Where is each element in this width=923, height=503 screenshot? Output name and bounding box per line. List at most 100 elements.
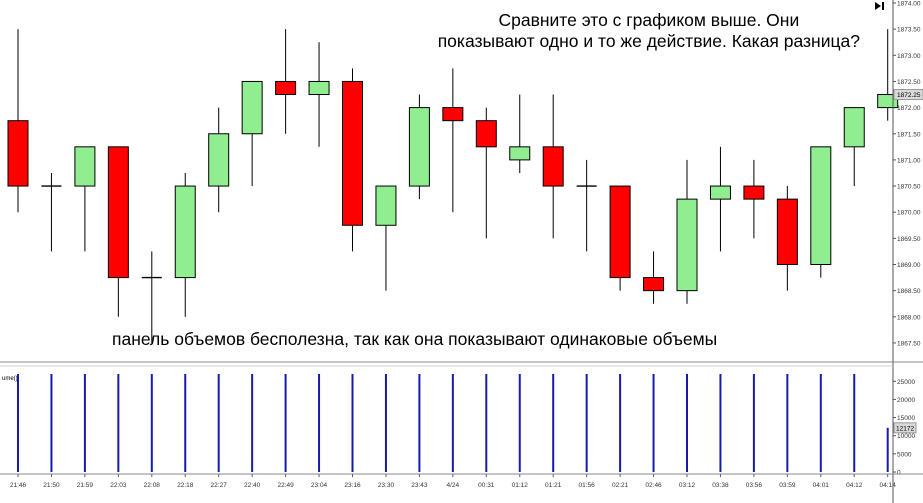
time-tick-label: 01:21 bbox=[545, 482, 562, 489]
candle bbox=[475, 107, 497, 239]
price-tick-label: 1873.50 bbox=[897, 27, 921, 34]
volume-tick-label: 0 bbox=[897, 470, 901, 477]
candle bbox=[375, 185, 397, 291]
candle bbox=[107, 146, 129, 317]
candle-body bbox=[843, 107, 865, 148]
volume-panel-label: ume() bbox=[2, 376, 18, 382]
time-tick-label: 22:49 bbox=[277, 482, 294, 489]
price-tick-label: 1870.00 bbox=[897, 210, 921, 217]
price-tick-label: 1871.50 bbox=[897, 131, 921, 138]
price-tick-label: 1871.00 bbox=[897, 157, 921, 164]
time-tick-label: 00:31 bbox=[478, 482, 495, 489]
time-tick-label: 03:38 bbox=[712, 482, 729, 489]
candle bbox=[810, 146, 832, 278]
price-tick-label: 1870.50 bbox=[897, 184, 921, 191]
candle bbox=[676, 159, 698, 304]
price-tick-label: 1869.00 bbox=[897, 262, 921, 269]
candle-body bbox=[275, 80, 297, 96]
time-tick-label: 04:01 bbox=[813, 482, 830, 489]
candle-body bbox=[475, 120, 497, 148]
price-tick-label: 1868.00 bbox=[897, 314, 921, 321]
annotation-top-line2: показывают одно и то же действие. Какая … bbox=[437, 31, 860, 51]
time-tick-label: 02:46 bbox=[645, 482, 662, 489]
time-tick-label: 22:40 bbox=[244, 482, 261, 489]
annotation-top: Сравните это с графиком выше. Они показы… bbox=[438, 10, 860, 52]
time-tick-label: 03:59 bbox=[779, 482, 796, 489]
last-price-box bbox=[893, 89, 923, 101]
price-tick-label: 1867.50 bbox=[897, 340, 921, 347]
candle-body bbox=[810, 146, 832, 265]
candle bbox=[408, 94, 430, 200]
time-tick-label: 04:12 bbox=[846, 482, 863, 489]
candle bbox=[342, 68, 363, 252]
candle-body bbox=[342, 80, 363, 226]
price-tick-label: 1872.00 bbox=[897, 105, 921, 112]
candle bbox=[843, 107, 865, 187]
candle bbox=[709, 146, 731, 252]
candle bbox=[776, 186, 798, 291]
candle-body bbox=[442, 107, 464, 122]
time-tick-label: 01:56 bbox=[579, 482, 596, 489]
candle-body bbox=[542, 146, 564, 187]
candle bbox=[275, 29, 297, 134]
chart-end-icon bbox=[875, 2, 881, 10]
price-panel: 1874.00 1873.50 1873.00 1872.50 1872.00 1871.… bbox=[7, 1, 923, 489]
time-tick-label: 03:56 bbox=[746, 482, 763, 489]
candle-body bbox=[609, 185, 631, 279]
candle bbox=[576, 159, 597, 252]
candle bbox=[174, 172, 196, 317]
volume-tick-label: 20000 bbox=[897, 397, 915, 404]
time-tick-label: 21:50 bbox=[43, 482, 60, 489]
price-tick-label: 1868.50 bbox=[897, 288, 921, 295]
candle-body bbox=[241, 80, 263, 135]
candle bbox=[241, 80, 263, 187]
volume-tick-label: 15000 bbox=[897, 415, 915, 422]
time-tick-label: 4/24 bbox=[447, 482, 460, 489]
candle-body bbox=[174, 185, 196, 279]
candle-body bbox=[643, 277, 665, 292]
candle-body bbox=[743, 185, 765, 200]
annotation-top-line1: Сравните это с графиком выше. Они bbox=[498, 10, 800, 30]
annotation-bottom: панель объемов бесполезна, так как она п… bbox=[112, 329, 718, 349]
time-tick-label: 23:04 bbox=[311, 482, 328, 489]
price-tick-label: 1873.00 bbox=[897, 53, 921, 60]
candle bbox=[141, 251, 162, 343]
time-tick-label: 21:46 bbox=[10, 482, 27, 489]
time-tick-label: 23:16 bbox=[344, 482, 361, 489]
time-tick-label: 23:43 bbox=[411, 482, 428, 489]
candle bbox=[643, 251, 665, 304]
time-tick-label: 21:59 bbox=[77, 482, 94, 489]
time-tick-label: 03:12 bbox=[679, 482, 696, 489]
candle-body bbox=[676, 198, 698, 292]
candle bbox=[509, 94, 531, 173]
last-price-label: 1872.25 bbox=[897, 92, 921, 99]
candle bbox=[877, 29, 899, 121]
candle bbox=[442, 68, 464, 213]
last-volume-label: 12172 bbox=[896, 425, 914, 432]
volume-tick-label: 10000 bbox=[897, 433, 915, 440]
candle bbox=[743, 159, 765, 239]
candle-body bbox=[308, 80, 330, 96]
candle-body bbox=[408, 107, 430, 187]
candle-body bbox=[509, 146, 531, 161]
time-tick-label: 22:03 bbox=[110, 482, 127, 489]
candle bbox=[74, 146, 96, 252]
candle-body bbox=[74, 146, 96, 187]
chart-end-icon bbox=[882, 2, 884, 10]
volume-panel: 25000 20000 15000 10000 5000 0 12172 bbox=[17, 374, 917, 477]
candle-body bbox=[375, 185, 397, 226]
last-volume-box bbox=[893, 422, 917, 434]
candle bbox=[542, 94, 564, 239]
volume-tick-label: 25000 bbox=[897, 379, 915, 386]
time-tick-label: 23:30 bbox=[378, 482, 395, 489]
price-tick-label: 1869.50 bbox=[897, 236, 921, 243]
price-tick-label: 1872.50 bbox=[897, 79, 921, 86]
time-tick-label: 04:14 bbox=[880, 482, 897, 489]
candle-body bbox=[107, 146, 129, 279]
candle-body bbox=[7, 120, 29, 187]
candle-body bbox=[776, 198, 798, 265]
time-tick-label: 01:12 bbox=[512, 482, 529, 489]
candle bbox=[308, 42, 330, 147]
